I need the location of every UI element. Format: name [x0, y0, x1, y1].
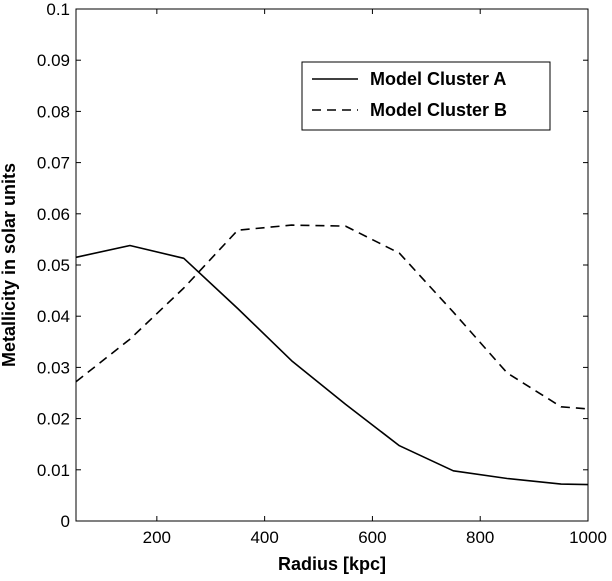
y-tick-label: 0.07 — [37, 154, 70, 173]
y-tick-label: 0.1 — [46, 0, 70, 19]
axes-layer: 200 400 600 800 1000 0 0.01 0.02 0.03 0.04 0.05 0.0… — [37, 0, 607, 547]
y-tick-label: 0.01 — [37, 461, 70, 480]
y-tick-label: 0.02 — [37, 410, 70, 429]
y-axis-title: Metallicity in solar units — [0, 163, 19, 367]
x-tick-label: 600 — [358, 528, 386, 547]
legend: Model Cluster A Model Cluster B — [301, 61, 551, 131]
y-tick-label: 0.08 — [37, 102, 70, 121]
legend-label: Model Cluster B — [370, 100, 507, 120]
x-tick-label: 400 — [250, 528, 278, 547]
legend-label: Model Cluster A — [370, 69, 506, 89]
x-tick-label: 800 — [466, 528, 494, 547]
x-tick-label: 200 — [143, 528, 171, 547]
series-line-a — [75, 244, 589, 486]
y-tick-label: 0.09 — [37, 51, 70, 70]
x-axis-title: Radius [kpc] — [278, 554, 386, 574]
legend-box — [301, 61, 551, 131]
y-tick-label: 0.05 — [37, 256, 70, 275]
y-tick-label: 0.03 — [37, 358, 70, 377]
y-tick-label: 0.06 — [37, 205, 70, 224]
x-tick-label: 1000 — [569, 528, 607, 547]
y-tick-label: 0.04 — [37, 307, 70, 326]
series-layer — [75, 224, 589, 486]
y-tick-label: 0 — [61, 512, 70, 531]
series-line-b — [75, 224, 589, 410]
